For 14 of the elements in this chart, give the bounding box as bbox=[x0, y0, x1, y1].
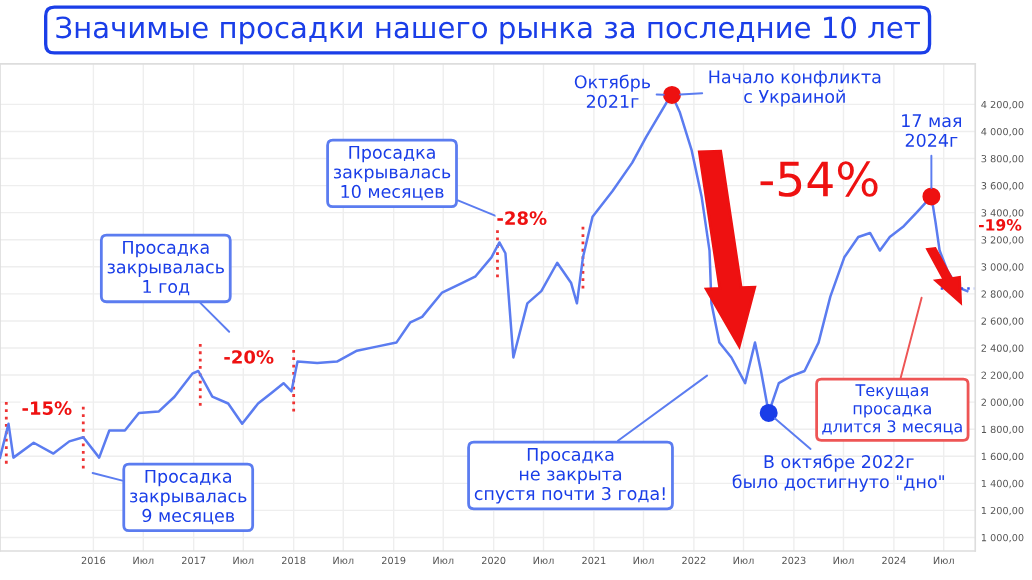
annotation: Начало конфликта с Украиной bbox=[709, 70, 881, 107]
annotation: -20% bbox=[224, 350, 274, 364]
annotation: Октябрь 2021г bbox=[574, 74, 651, 109]
annotation: Просадка закрывалась 9 месяцев bbox=[130, 469, 247, 525]
annotation: В октябре 2022г было достигнуто "дно" bbox=[732, 454, 944, 492]
annotation: Просадка закрывалась 10 месяцев bbox=[333, 145, 451, 201]
annotation: Просадка закрывалась 1 год bbox=[107, 240, 224, 296]
annotation: Текущая просадка длится 3 месяца bbox=[822, 384, 962, 435]
annotation: 17 мая 2024г bbox=[902, 114, 962, 147]
annotation: -54% bbox=[760, 161, 878, 197]
chart-title: Значимые просадки нашего рынка за последние 10 лет bbox=[56, 16, 920, 45]
annotation: Просадка не закрыта спустя почти 3 года! bbox=[474, 447, 665, 504]
annotation: -28% bbox=[497, 211, 547, 225]
annotation: -15% bbox=[22, 401, 72, 415]
